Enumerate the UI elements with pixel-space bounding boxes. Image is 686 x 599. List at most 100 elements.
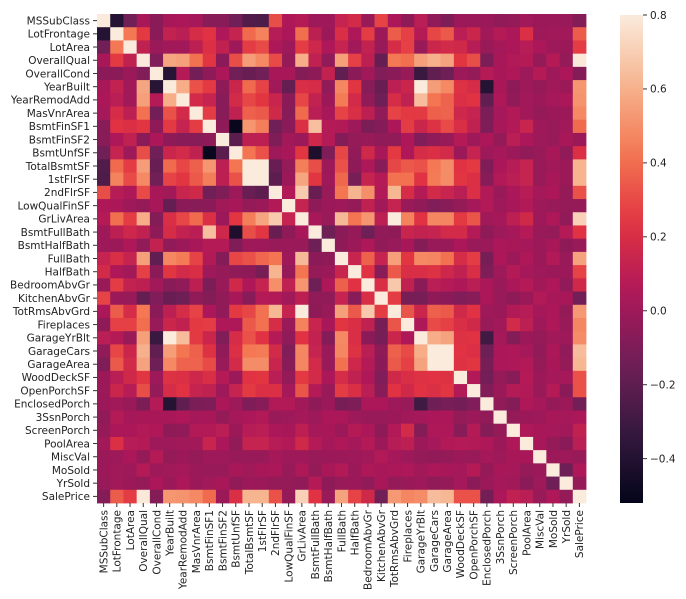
heatmap-cell [295,225,309,240]
heatmap-cell [215,291,230,306]
heatmap-cell [493,265,508,279]
heatmap-cell [480,40,494,55]
heatmap-cell [387,423,402,438]
heatmap-cell [348,132,362,147]
heatmap-cell [480,106,494,121]
heatmap-cell [97,463,111,477]
x-tick-label: MiscVal [535,510,547,549]
heatmap-cell [229,212,243,226]
heatmap-cell [97,397,111,411]
heatmap-cell [229,14,243,28]
heatmap-cell [427,251,442,266]
heatmap-cell [559,225,574,240]
heatmap-cell [110,53,124,68]
heatmap-cell [334,106,349,121]
x-tick-label: Fireplaces [402,510,414,562]
heatmap-cell [546,251,560,266]
heatmap-cell [136,66,151,81]
heatmap-cell [453,212,468,226]
heatmap-cell [506,14,521,28]
heatmap-cell [110,423,124,438]
heatmap-cell [97,344,111,359]
heatmap-cell [295,40,309,55]
heatmap-cell [493,212,508,226]
heatmap-cell [202,106,217,121]
heatmap-cell [110,357,124,372]
heatmap-cell [242,317,256,332]
heatmap-cell [493,331,508,345]
heatmap-cell [136,344,151,359]
heatmap-cell [308,450,323,464]
heatmap-cell [110,146,124,160]
heatmap-cell [348,14,362,28]
heatmap-cell [546,159,560,173]
heatmap-cell [149,40,164,55]
heatmap-cell [308,251,323,266]
heatmap-cell [453,106,468,121]
heatmap-cell [374,53,389,68]
heatmap-cell [348,344,362,359]
heatmap-cell [533,291,547,306]
heatmap-cell [453,66,468,81]
heatmap-cell [242,199,256,213]
heatmap-cell [572,93,587,107]
heatmap-cell [467,304,481,319]
heatmap-cell [282,317,296,332]
heatmap-cell [374,278,389,292]
heatmap-cell [559,304,574,319]
heatmap-cell [255,212,270,226]
heatmap-cell [572,331,587,345]
heatmap-cell [400,423,415,438]
heatmap-cell [559,251,574,266]
heatmap-cell [427,14,442,28]
heatmap-cell [348,185,362,200]
y-tick-label: GarageCars [28,346,90,358]
y-tick-label: YearRemodAdd [10,95,90,107]
heatmap-cell [453,397,468,411]
heatmap-cell [387,66,402,81]
heatmap-cell [467,159,481,173]
x-tick-label: 2ndFlrSF [270,510,282,556]
heatmap-cell [163,199,177,213]
x-tick-label: LowQualFinSF [283,510,295,583]
heatmap-cell [348,489,362,504]
heatmap-cell [308,14,323,28]
heatmap-cell [519,423,534,438]
heatmap-cell [400,27,415,41]
colorbar-tick-label: −0.2 [650,379,676,391]
heatmap-cell [215,14,230,28]
heatmap-cell [149,238,164,253]
heatmap-cell [295,66,309,81]
heatmap-cell [453,265,468,279]
heatmap-cell [506,119,521,134]
heatmap-cell [136,14,151,28]
heatmap-cell [361,397,375,411]
heatmap-cell [506,212,521,226]
heatmap-cell [282,423,296,438]
heatmap-cell [533,159,547,173]
heatmap-cell [123,27,138,41]
heatmap-cell [480,53,494,68]
heatmap-cell [123,238,138,253]
heatmap-cell [308,423,323,438]
heatmap-cell [229,291,243,306]
heatmap-cell [149,489,164,504]
heatmap-cell [387,370,402,385]
heatmap-cell [427,106,442,121]
heatmap-cell [361,251,375,266]
heatmap-cell [163,370,177,385]
heatmap-cell [348,66,362,81]
heatmap-cell [453,225,468,240]
heatmap-cell [97,40,111,55]
heatmap-cell [136,384,151,398]
heatmap-cell [559,212,574,226]
heatmap-cell [387,489,402,504]
heatmap-cell [163,265,177,279]
heatmap-cell [176,463,190,477]
heatmap-cell [506,476,521,491]
heatmap-cell [163,436,177,451]
heatmap-cell [361,357,375,372]
heatmap-cell [163,106,177,121]
heatmap-cell [519,265,534,279]
heatmap-cell [348,27,362,41]
